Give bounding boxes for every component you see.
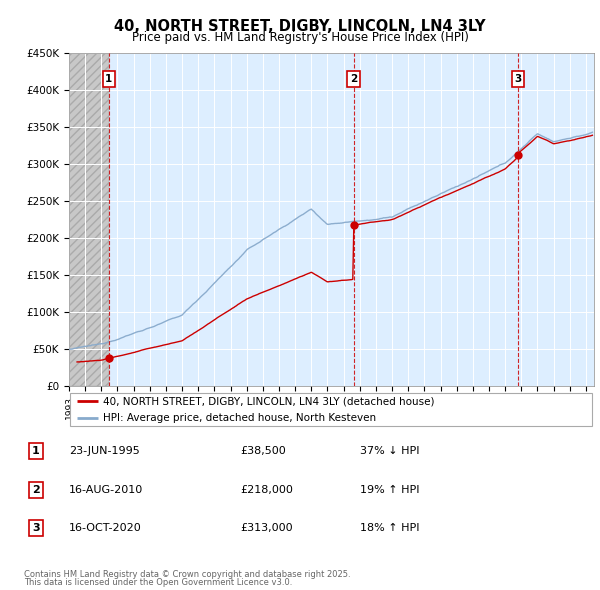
- Text: This data is licensed under the Open Government Licence v3.0.: This data is licensed under the Open Gov…: [24, 578, 292, 587]
- Text: 19% ↑ HPI: 19% ↑ HPI: [360, 485, 419, 494]
- Text: HPI: Average price, detached house, North Kesteven: HPI: Average price, detached house, Nort…: [103, 413, 376, 423]
- Text: 40, NORTH STREET, DIGBY, LINCOLN, LN4 3LY: 40, NORTH STREET, DIGBY, LINCOLN, LN4 3L…: [114, 19, 486, 34]
- Text: 18% ↑ HPI: 18% ↑ HPI: [360, 523, 419, 533]
- Text: 2: 2: [350, 74, 357, 84]
- FancyBboxPatch shape: [70, 392, 592, 427]
- Text: 1: 1: [32, 447, 40, 456]
- Text: 1: 1: [105, 74, 113, 84]
- Text: Contains HM Land Registry data © Crown copyright and database right 2025.: Contains HM Land Registry data © Crown c…: [24, 570, 350, 579]
- Text: 2: 2: [32, 485, 40, 494]
- Text: £313,000: £313,000: [240, 523, 293, 533]
- Text: £218,000: £218,000: [240, 485, 293, 494]
- Bar: [69, 53, 109, 386]
- Text: 16-AUG-2010: 16-AUG-2010: [69, 485, 143, 494]
- Text: £38,500: £38,500: [240, 447, 286, 456]
- Text: 37% ↓ HPI: 37% ↓ HPI: [360, 447, 419, 456]
- Text: 16-OCT-2020: 16-OCT-2020: [69, 523, 142, 533]
- Text: Price paid vs. HM Land Registry's House Price Index (HPI): Price paid vs. HM Land Registry's House …: [131, 31, 469, 44]
- Text: 3: 3: [32, 523, 40, 533]
- Text: 40, NORTH STREET, DIGBY, LINCOLN, LN4 3LY (detached house): 40, NORTH STREET, DIGBY, LINCOLN, LN4 3L…: [103, 396, 434, 406]
- Text: 23-JUN-1995: 23-JUN-1995: [69, 447, 140, 456]
- Text: 3: 3: [514, 74, 521, 84]
